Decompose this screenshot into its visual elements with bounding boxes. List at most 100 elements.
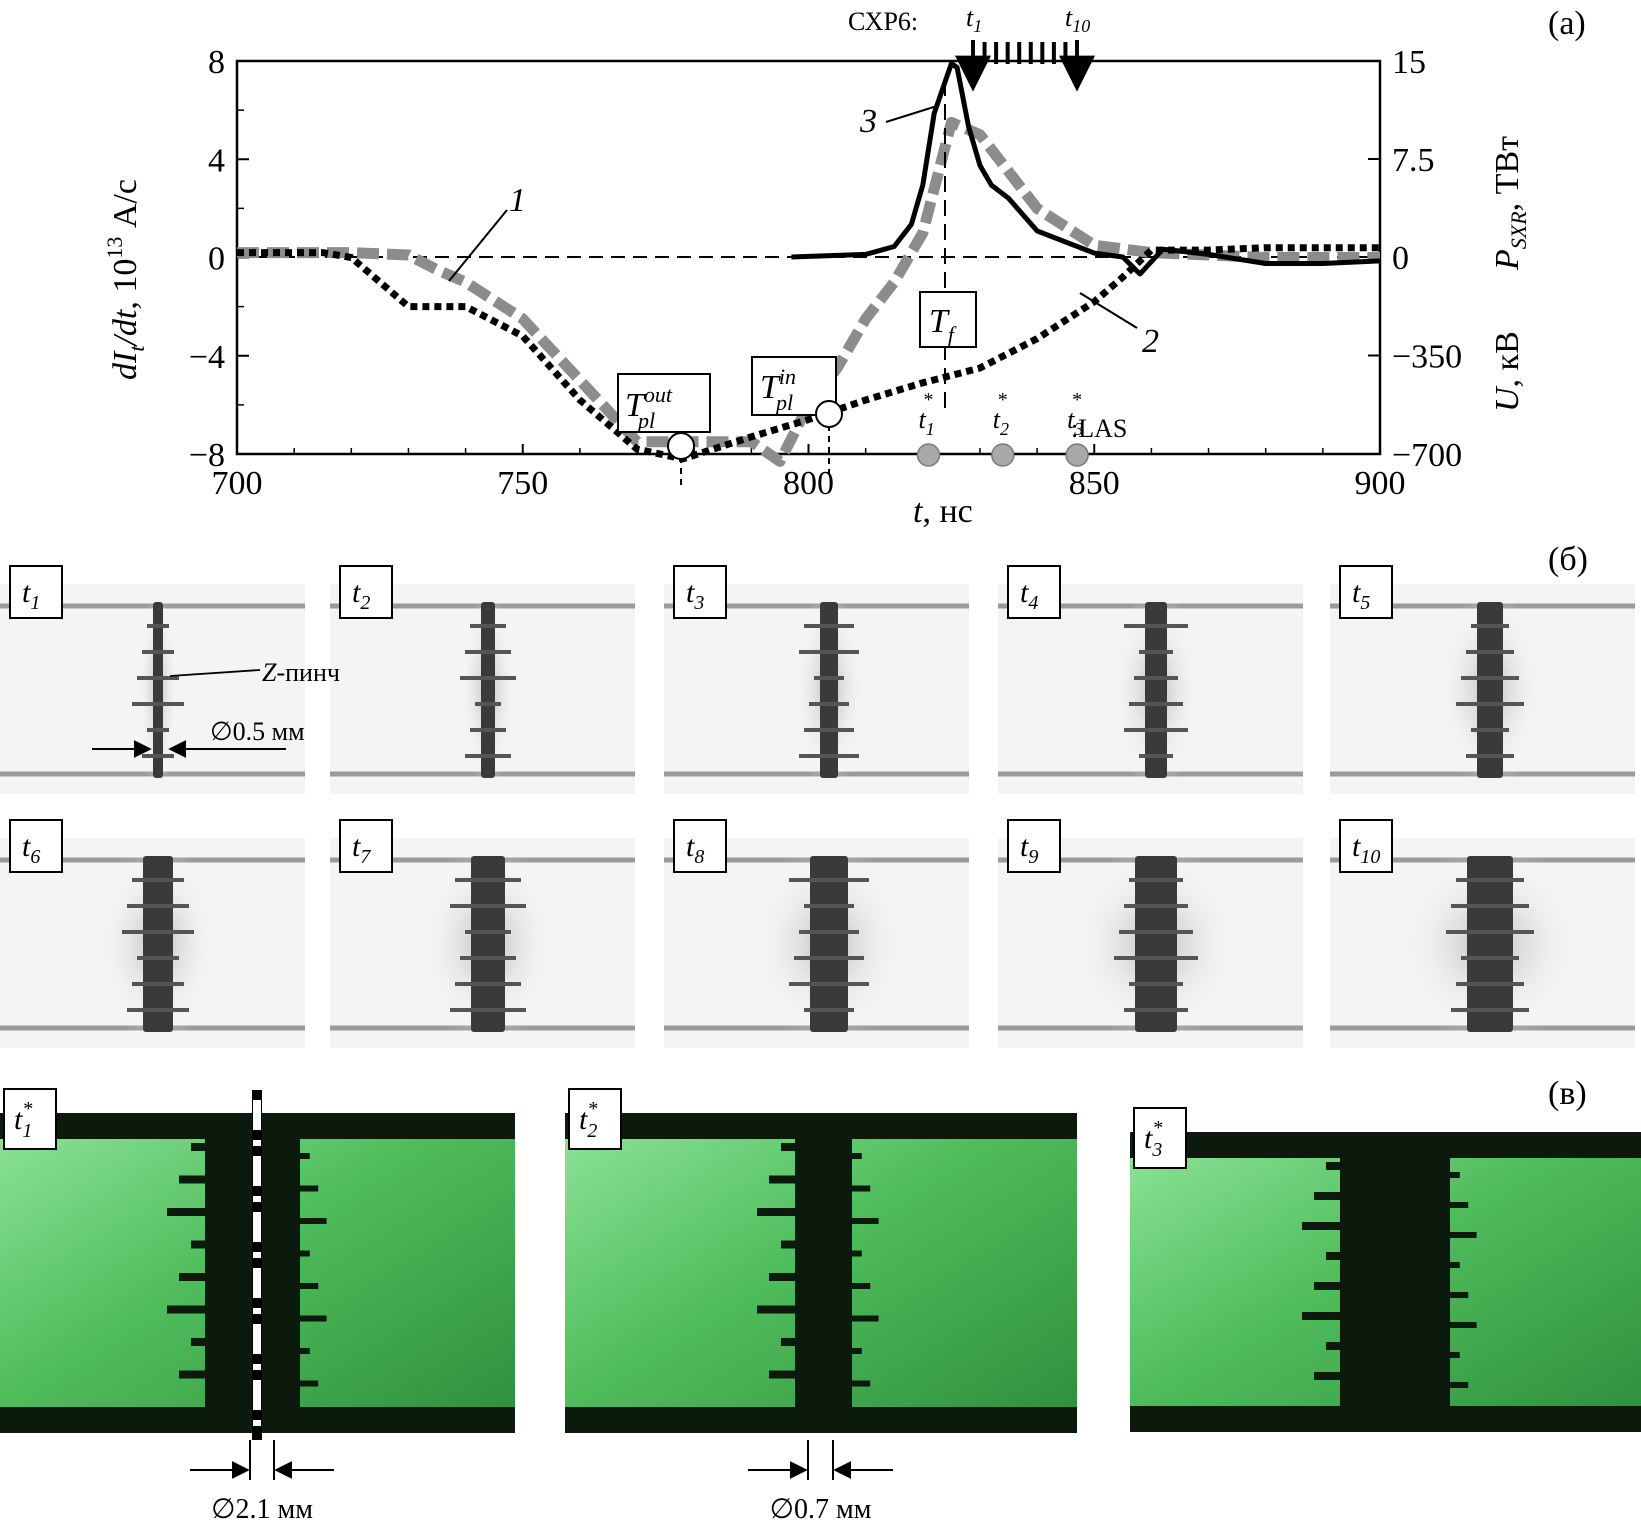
- zpinch-leader: [169, 669, 261, 677]
- plasma-finger-right: [300, 1185, 319, 1192]
- curve-label-3: 3: [859, 103, 877, 140]
- pinch-filament: [1456, 702, 1524, 706]
- x-tick-label: 850: [1069, 465, 1120, 502]
- pinch-filament: [1456, 982, 1524, 986]
- pinch-filament: [450, 904, 526, 908]
- frame-b-label: t7: [352, 830, 371, 868]
- pinch-filament: [465, 754, 511, 758]
- frame-b-1: t1: [0, 565, 305, 794]
- frame-b-label-box: [9, 565, 63, 619]
- curve-label-2: 2: [1142, 323, 1159, 360]
- frame-c-label-box: [1133, 1107, 1187, 1169]
- plasma-finger-left: [191, 1143, 205, 1151]
- plasma-finger-right: [1450, 1232, 1477, 1238]
- frame-b-label-box: [673, 819, 727, 873]
- las-star: *: [998, 389, 1008, 411]
- pinch-column: [153, 602, 163, 778]
- frame-b-label: t10: [1352, 830, 1380, 868]
- plasma-finger-right: [852, 1185, 871, 1192]
- x-tick-label: 700: [212, 465, 263, 502]
- frame-c-label: t* 1: [14, 1098, 32, 1142]
- frame-c-1: t* 1 ∅2.1 мм: [0, 1088, 515, 1525]
- las-time-label: t1: [919, 405, 935, 439]
- pinch-filament: [814, 676, 844, 680]
- frame-b-label: t4: [1020, 576, 1038, 614]
- plasma-finger-left: [769, 1273, 795, 1281]
- plasma-finger-left: [1326, 1342, 1340, 1350]
- frame-c-label-box: [3, 1088, 57, 1150]
- diam-b-label: ∅0.5 мм: [210, 717, 305, 746]
- las-star: *: [1072, 389, 1082, 411]
- y-axis-right-bottom-title: U, кВ: [1489, 331, 1526, 412]
- pinch-filament: [460, 676, 516, 680]
- pinch-filament: [137, 676, 179, 680]
- pinch-filament: [1461, 676, 1519, 680]
- pinch-filament: [147, 624, 169, 628]
- pinch-column: [471, 856, 505, 1032]
- frame-b-label-box: [9, 819, 63, 873]
- pinch-filament: [1456, 878, 1524, 882]
- y-axis-right-top-title: PSXR, ТВт: [1489, 136, 1531, 271]
- plasma-finger-right: [1450, 1292, 1469, 1298]
- plasma-finger-left: [781, 1338, 795, 1346]
- frames-c: t* 1 ∅2.1 мм t* 2 ∅0.7 мм t* 3: [0, 1088, 1641, 1525]
- pinch-filament: [127, 904, 189, 908]
- pinch-filament: [465, 930, 511, 934]
- plasma-finger-left: [757, 1305, 795, 1314]
- pinch-filament: [1114, 956, 1198, 960]
- plasma-finger-left: [1314, 1282, 1340, 1290]
- y-right-tick-label: −700: [1392, 437, 1462, 474]
- y-right-tick-label: 7.5: [1392, 142, 1435, 179]
- pinch-filament: [1466, 650, 1514, 654]
- pinch-filament: [475, 702, 501, 706]
- plasma-finger-right: [300, 1153, 310, 1159]
- plasma-finger-left: [191, 1240, 205, 1249]
- tpl-in-label: Tin pl: [760, 364, 796, 415]
- tpl-out-box: [617, 373, 711, 433]
- tf-box: [919, 291, 977, 348]
- plasma-finger-left: [1302, 1312, 1340, 1320]
- pinch-filament: [147, 728, 169, 732]
- pinch-filament: [142, 650, 174, 654]
- las-dot: [1065, 443, 1089, 467]
- chart-a: 700 750 800 850 900 8 4 0 −4 −8 15 7.5 0 −350 −700 T…: [102, 3, 1531, 530]
- series-line-3: [791, 61, 1381, 277]
- pinch-column: [810, 856, 848, 1032]
- plasma-finger-right: [1450, 1262, 1460, 1268]
- frame-b-label-box: [1007, 819, 1061, 873]
- y-left-tick-label: 0: [208, 241, 225, 278]
- pinch-filament: [1451, 1008, 1529, 1012]
- panel-label-c: (в): [1548, 1075, 1587, 1112]
- diam-c-label: ∅0.7 мм: [770, 1494, 872, 1525]
- pinch-filament: [132, 702, 184, 706]
- plasma-finger-right: [1450, 1322, 1477, 1328]
- pinch-filament: [470, 624, 506, 628]
- plasma-finger-right: [300, 1348, 310, 1354]
- sxr-t10: t10: [1065, 3, 1090, 36]
- frame-b-label: t6: [22, 830, 40, 868]
- frame-b-5: t5: [1330, 565, 1635, 794]
- plasma-finger-right: [852, 1315, 879, 1322]
- pinch-filament: [1471, 728, 1509, 732]
- pinch-filament: [1471, 624, 1509, 628]
- pinch-column: [1135, 856, 1177, 1032]
- pinch-filament: [1451, 904, 1529, 908]
- las-markers: t1*t2*t3*: [916, 389, 1089, 467]
- pinch-filament: [804, 904, 854, 908]
- pinch-filament: [142, 754, 174, 758]
- pinch-column: [1477, 602, 1503, 778]
- plasma-finger-right: [852, 1348, 862, 1354]
- y-right-tick-label: −350: [1392, 339, 1462, 376]
- pinch-filament: [470, 728, 506, 732]
- pinch-filament: [450, 1008, 526, 1012]
- callout-3-line: [885, 105, 938, 123]
- frame-b-label-box: [1007, 565, 1061, 619]
- pinch-filament: [1446, 930, 1534, 934]
- plasma-finger-right: [852, 1153, 862, 1159]
- pinch-filament: [465, 650, 511, 654]
- sxr-t1: t1: [966, 3, 982, 36]
- las-dot: [916, 443, 941, 467]
- panel-label-a: (а): [1548, 5, 1586, 42]
- frame-b-label-box: [1339, 819, 1393, 873]
